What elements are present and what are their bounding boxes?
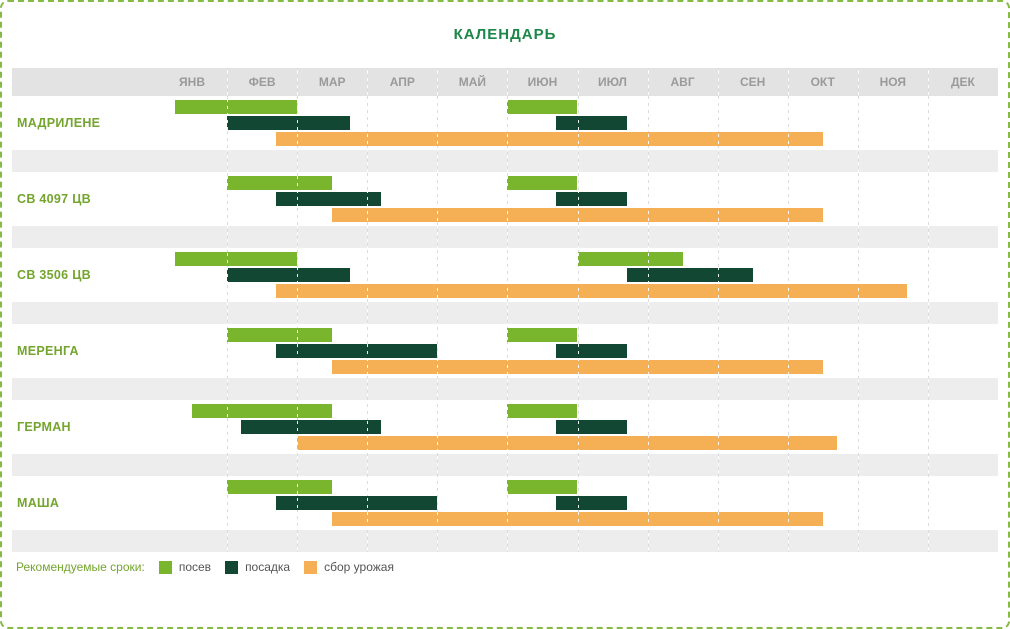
bar-harvest bbox=[297, 436, 837, 450]
bar-plant bbox=[227, 116, 350, 130]
bar-plant bbox=[556, 344, 627, 358]
row-separator-band bbox=[12, 150, 998, 172]
sow-color-swatch bbox=[158, 560, 172, 574]
month-label: ИЮЛ bbox=[598, 75, 627, 89]
variety-row: СВ 3506 ЦВ bbox=[12, 248, 998, 302]
legend: Рекомендуемые сроки: посев посадка сбор … bbox=[16, 560, 994, 574]
legend-item-sow-label: посев bbox=[178, 560, 212, 574]
bar-sow bbox=[227, 176, 333, 190]
legend-item-plant-label: посадка bbox=[245, 560, 291, 574]
month-label: ДЕК bbox=[950, 75, 975, 89]
legend-item-plant: посадка bbox=[225, 560, 290, 574]
row-plot-area bbox=[157, 476, 998, 530]
planting-calendar-chart: ЯНВ ФЕВ МАР АПР МАЙ ИЮН ИЮЛ АВГ СЕН ОКТ НОЯ ДЕК МАД… bbox=[12, 68, 998, 552]
legend-item-harvest-label: сбор урожая bbox=[324, 560, 394, 574]
bar-sow bbox=[507, 176, 578, 190]
month-label: ФЕВ bbox=[248, 75, 276, 89]
bar-sow bbox=[227, 480, 333, 494]
bar-plant bbox=[276, 344, 438, 358]
row-separator-band bbox=[12, 302, 998, 324]
page-title: КАЛЕНДАРЬ bbox=[453, 26, 557, 43]
label-column-spacer bbox=[12, 68, 157, 96]
variety-row: МАША bbox=[12, 476, 998, 530]
bar-plant bbox=[556, 192, 627, 206]
month-label: АПР bbox=[389, 75, 415, 89]
variety-row: МЕРЕНГА bbox=[12, 324, 998, 378]
bar-sow bbox=[174, 100, 298, 114]
month-label: МАР bbox=[318, 75, 346, 89]
legend-label: Рекомендуемые сроки: bbox=[16, 560, 145, 574]
month-label: НОЯ bbox=[879, 75, 907, 89]
row-plot-area bbox=[157, 248, 998, 302]
month-label: ОКТ bbox=[810, 75, 835, 89]
bar-harvest bbox=[332, 512, 823, 526]
month-label: ИЮН bbox=[527, 75, 558, 89]
row-plot-area bbox=[157, 172, 998, 226]
row-separator-band bbox=[12, 530, 998, 552]
variety-row: СВ 4097 ЦВ bbox=[12, 172, 998, 226]
row-plot-area bbox=[157, 324, 998, 378]
month-label: МАЙ bbox=[458, 75, 486, 89]
bar-plant bbox=[276, 192, 382, 206]
bar-plant bbox=[556, 116, 627, 130]
row-label: МАША bbox=[17, 496, 60, 510]
month-label: АВГ bbox=[670, 75, 695, 89]
month-header-row: ЯНВ ФЕВ МАР АПР МАЙ ИЮН ИЮЛ АВГ СЕН ОКТ НОЯ ДЕК bbox=[12, 68, 998, 96]
chart-body: МАДРИЛЕНЕ СВ 4097 ЦВ СВ 3506 ЦВ МЕРЕНГА ГЕРМ… bbox=[12, 96, 998, 552]
bar-sow bbox=[192, 404, 333, 418]
legend-item-harvest: сбор урожая bbox=[304, 560, 394, 574]
bar-harvest bbox=[276, 284, 907, 298]
bar-plant bbox=[556, 420, 627, 434]
month-label: СЕН bbox=[739, 75, 766, 89]
bar-harvest bbox=[332, 360, 823, 374]
bar-sow bbox=[507, 404, 578, 418]
bar-sow bbox=[507, 100, 578, 114]
row-label: МАДРИЛЕНЕ bbox=[17, 116, 101, 130]
bar-sow bbox=[507, 328, 578, 342]
month-label: ЯНВ bbox=[179, 75, 206, 89]
harvest-color-swatch bbox=[304, 560, 318, 574]
row-plot-area bbox=[157, 96, 998, 150]
row-separator-band bbox=[12, 378, 998, 400]
row-separator-band bbox=[12, 454, 998, 476]
plant-color-swatch bbox=[225, 560, 239, 574]
row-label: ГЕРМАН bbox=[17, 420, 71, 434]
bar-sow bbox=[577, 252, 683, 266]
row-plot-area bbox=[157, 400, 998, 454]
row-label: СВ 3506 ЦВ bbox=[17, 268, 91, 282]
row-label: МЕРЕНГА bbox=[17, 344, 79, 358]
bar-plant bbox=[241, 420, 382, 434]
bar-harvest bbox=[332, 208, 823, 222]
bar-plant bbox=[556, 496, 627, 510]
month-labels: ЯНВ ФЕВ МАР АПР МАЙ ИЮН ИЮЛ АВГ СЕН ОКТ НОЯ ДЕК bbox=[157, 68, 998, 96]
bar-plant bbox=[276, 496, 438, 510]
bar-plant bbox=[227, 268, 350, 282]
bar-plant bbox=[626, 268, 753, 282]
bar-sow bbox=[227, 328, 333, 342]
bar-sow bbox=[507, 480, 578, 494]
legend-item-sow: посев bbox=[158, 560, 212, 574]
row-separator-band bbox=[12, 226, 998, 248]
variety-row: МАДРИЛЕНЕ bbox=[12, 96, 998, 150]
row-label: СВ 4097 ЦВ bbox=[17, 192, 91, 206]
bar-harvest bbox=[276, 132, 823, 146]
bar-sow bbox=[174, 252, 298, 266]
variety-row: ГЕРМАН bbox=[12, 400, 998, 454]
